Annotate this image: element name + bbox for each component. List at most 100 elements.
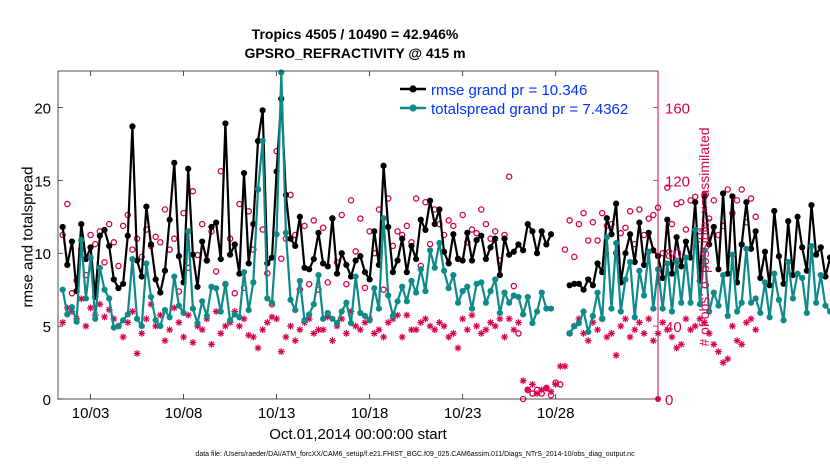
totalspread-point bbox=[422, 288, 429, 295]
obs-possible-point bbox=[650, 211, 657, 219]
obs-assimilated-point bbox=[487, 319, 494, 326]
rmse-point bbox=[199, 238, 206, 245]
obs-possible-point bbox=[110, 239, 118, 246]
totalspread-point bbox=[180, 309, 187, 317]
rmse-point bbox=[389, 269, 396, 276]
obs-possible-point bbox=[310, 217, 318, 224]
totalspread-point bbox=[124, 311, 131, 318]
totalspread-point bbox=[533, 308, 541, 315]
totalspread-point bbox=[473, 280, 480, 287]
obs-possible-point bbox=[645, 215, 652, 222]
totalspread-point bbox=[78, 237, 85, 244]
totalspread-point bbox=[338, 308, 345, 315]
rmse-point bbox=[82, 255, 90, 263]
rmse-point bbox=[431, 220, 438, 228]
obs-assimilated-point bbox=[682, 315, 690, 323]
obs-assimilated-point bbox=[235, 322, 243, 330]
obs-assimilated-point bbox=[649, 337, 657, 345]
obs-assimilated-point bbox=[291, 337, 299, 345]
totalspread-point bbox=[185, 228, 192, 235]
rmse-point bbox=[133, 257, 141, 264]
obs-possible-point bbox=[678, 198, 685, 206]
totalspread-point bbox=[259, 137, 266, 145]
rmse-point bbox=[236, 270, 243, 277]
totalspread-point bbox=[692, 226, 699, 233]
obs-possible-point bbox=[594, 237, 601, 244]
totalspread-point bbox=[92, 315, 99, 322]
totalspread-point bbox=[501, 289, 508, 296]
obs-possible-point bbox=[105, 220, 113, 228]
rmse-point bbox=[459, 257, 466, 264]
totalspread-point bbox=[696, 301, 703, 308]
obs-possible-point bbox=[361, 284, 369, 292]
rmse-point bbox=[120, 280, 127, 287]
obs-assimilated-point bbox=[659, 319, 667, 326]
totalspread-point bbox=[254, 185, 262, 193]
obs-possible-point bbox=[212, 268, 220, 275]
totalspread-point bbox=[287, 296, 294, 303]
rmse-point bbox=[589, 282, 596, 289]
totalspread-point bbox=[813, 299, 820, 306]
obs-possible-point bbox=[589, 218, 597, 226]
obs-assimilated-point bbox=[561, 362, 569, 370]
rmse-point bbox=[608, 231, 615, 238]
obs-assimilated-point bbox=[408, 326, 415, 334]
obs-possible-point bbox=[119, 222, 127, 230]
rmse-point bbox=[780, 280, 787, 287]
rmse-point bbox=[296, 213, 303, 220]
obs-assimilated-point bbox=[222, 322, 229, 330]
rmse-point bbox=[78, 220, 85, 228]
rmse-point bbox=[161, 267, 169, 274]
obs-assimilated-point bbox=[673, 344, 681, 352]
rmse-point bbox=[413, 255, 420, 263]
totalspread-point bbox=[189, 305, 196, 312]
totalspread-point bbox=[668, 308, 676, 315]
obs-assimilated-point bbox=[59, 319, 67, 326]
rmse-point bbox=[510, 248, 517, 255]
rmse-point bbox=[357, 253, 364, 260]
rmse-point bbox=[329, 215, 336, 222]
totalspread-point bbox=[301, 317, 308, 324]
obs-possible-point bbox=[305, 280, 313, 288]
totalspread-point bbox=[631, 314, 638, 321]
obs-assimilated-point bbox=[161, 337, 169, 345]
y-axis-right-label: # of obs: o=possible; ×=assimilated bbox=[696, 127, 712, 347]
rmse-point bbox=[408, 242, 415, 250]
obs-assimilated-point bbox=[515, 319, 522, 326]
totalspread-point bbox=[268, 299, 276, 306]
obs-possible-point bbox=[561, 246, 569, 253]
obs-possible-point bbox=[324, 279, 332, 286]
obs-assimilated-point bbox=[668, 333, 676, 341]
obs-possible-point bbox=[510, 282, 518, 290]
rmse-point bbox=[301, 264, 308, 271]
y-axis-left-label: rmse and totalspread bbox=[19, 166, 37, 308]
obs-assimilated-point bbox=[631, 326, 639, 334]
totalspread-point bbox=[710, 289, 717, 296]
obs-assimilated-point bbox=[189, 339, 197, 346]
obs-assimilated-point bbox=[319, 326, 327, 334]
obs-possible-point bbox=[668, 220, 676, 228]
legend-spread-marker bbox=[409, 104, 417, 112]
rmse-point bbox=[524, 220, 531, 228]
rmse-point bbox=[826, 254, 830, 261]
obs-assimilated-point bbox=[473, 322, 481, 330]
totalspread-point bbox=[794, 270, 801, 277]
obs-assimilated-point bbox=[259, 326, 267, 334]
y-left-tick-label: 15 bbox=[34, 173, 51, 190]
legend-box bbox=[394, 77, 648, 120]
totalspread-point bbox=[166, 314, 173, 321]
obs-possible-point bbox=[747, 195, 755, 202]
totalspread-point bbox=[231, 311, 238, 318]
totalspread-point bbox=[785, 258, 792, 266]
rmse-point bbox=[761, 248, 769, 255]
totalspread-point bbox=[371, 285, 378, 292]
totalspread-point bbox=[296, 277, 303, 285]
totalspread-point bbox=[799, 274, 806, 282]
totalspread-point bbox=[147, 293, 155, 301]
obs-possible-point bbox=[491, 228, 499, 235]
rmse-point bbox=[292, 242, 299, 250]
obs-assimilated-point bbox=[361, 319, 369, 326]
obs-assimilated-point bbox=[477, 330, 485, 337]
rmse-point bbox=[143, 203, 150, 210]
